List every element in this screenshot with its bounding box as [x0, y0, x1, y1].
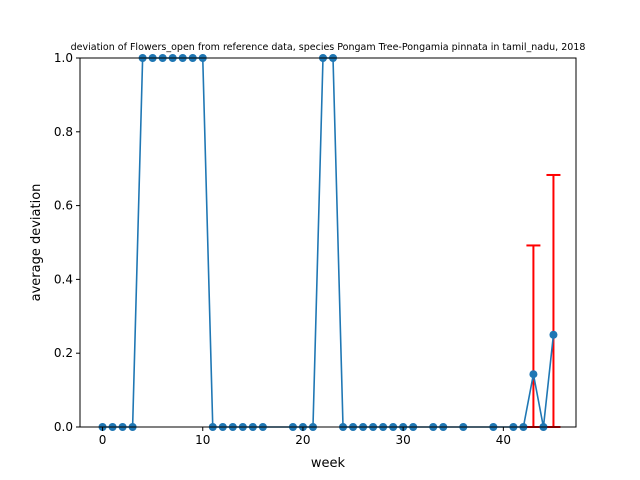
x-tick-label: 30	[396, 433, 411, 447]
x-tick-label: 20	[295, 433, 310, 447]
y-tick-label: 0.6	[54, 199, 73, 213]
x-axis-label: week	[311, 456, 346, 471]
x-tick-label: 10	[195, 433, 210, 447]
x-axis-ticks: 0 10 20 30 40	[99, 427, 511, 447]
plot-frame	[79, 57, 577, 428]
y-tick-label: 0.2	[54, 346, 73, 360]
y-tick-label: 0.4	[54, 272, 73, 286]
y-tick-label: 0.8	[54, 125, 73, 139]
data-point	[549, 330, 558, 339]
y-axis-label: average deviation	[29, 184, 44, 302]
data-point	[529, 370, 538, 379]
x-tick-label: 0	[99, 433, 107, 447]
y-axis-ticks: 0.0 0.2 0.4 0.6 0.8 1.0	[54, 51, 80, 434]
y-tick-label: 1.0	[54, 51, 73, 65]
x-tick-label: 40	[496, 433, 511, 447]
chart-title: deviation of Flowers_open from reference…	[71, 42, 586, 53]
y-tick-label: 0.0	[54, 420, 73, 434]
